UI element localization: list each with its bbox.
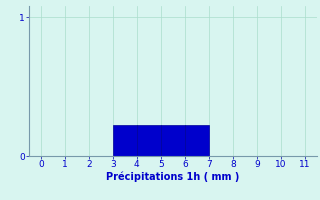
Bar — [113, 125, 137, 156]
X-axis label: Précipitations 1h ( mm ): Précipitations 1h ( mm ) — [106, 172, 239, 182]
Bar — [161, 125, 185, 156]
Bar — [137, 125, 161, 156]
Bar — [185, 125, 209, 156]
